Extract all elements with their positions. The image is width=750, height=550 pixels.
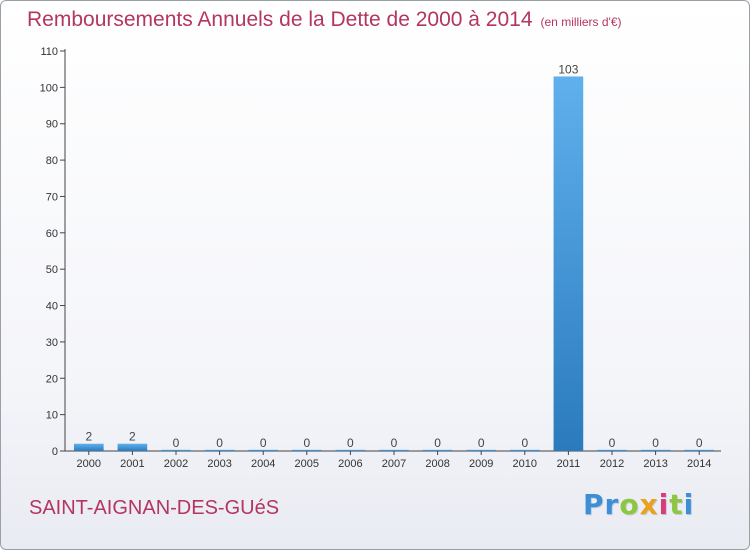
y-tick-label: 90	[46, 119, 58, 131]
y-tick-label: 110	[40, 46, 58, 58]
y-tick-label: 0	[52, 446, 58, 458]
chart-title-text: Remboursements Annuels de la Dette de 20…	[27, 8, 533, 31]
bar-2008	[422, 449, 453, 451]
data-label-2001: 2	[129, 430, 136, 444]
x-tick-label-2004: 2004	[251, 458, 275, 470]
y-tick-label: 80	[46, 155, 58, 167]
bar-2010	[509, 449, 540, 451]
y-ticks: 0 10 20 30 40 50 60 70 80 90 100 110	[40, 46, 65, 458]
data-label-2002: 0	[173, 436, 180, 450]
x-tick-label-2000: 2000	[77, 458, 101, 470]
data-label-2007: 0	[391, 436, 398, 450]
data-label-2003: 0	[216, 436, 223, 450]
x-tick-label-2005: 2005	[295, 458, 319, 470]
x-tick-label-2006: 2006	[338, 458, 362, 470]
y-tick-label: 70	[46, 191, 58, 203]
bar-2014	[684, 449, 715, 451]
logo-letter-1: r	[604, 488, 620, 521]
logo-letter-5: t	[669, 488, 684, 521]
bar-2011	[553, 76, 584, 452]
bar-2012	[597, 449, 627, 451]
data-label-2009: 0	[478, 436, 485, 450]
bar-2005	[291, 449, 322, 451]
bar-2004	[248, 449, 279, 451]
x-tick-label-2009: 2009	[469, 458, 493, 470]
y-tick-label: 10	[46, 410, 58, 422]
data-label-2012: 0	[609, 436, 616, 450]
x-tick-label-2001: 2001	[120, 458, 144, 470]
y-tick-label: 20	[46, 373, 58, 385]
x-tick-label-2007: 2007	[382, 458, 406, 470]
y-tick-label: 40	[46, 301, 58, 313]
data-label-2005: 0	[303, 436, 310, 450]
x-tick-label-2013: 2013	[643, 458, 667, 470]
x-tick-label-2003: 2003	[207, 458, 231, 470]
x-tick-label-2002: 2002	[164, 458, 188, 470]
logo-letter-2: o	[619, 488, 640, 521]
bar-2003	[204, 449, 235, 451]
bar-2007	[379, 449, 409, 451]
bar-2000	[73, 443, 104, 451]
data-label-2014: 0	[696, 436, 703, 450]
bar-2006	[335, 449, 366, 451]
x-tick-label-2010: 2010	[513, 458, 537, 470]
bars	[73, 76, 715, 452]
data-labels: 2 2 0 0 0 0 0 0 0 0 0 103 0 0 0	[85, 62, 702, 449]
unit-label: (en milliers d'€)	[540, 15, 622, 29]
x-tick-label-2011: 2011	[557, 458, 581, 470]
bar-2001	[117, 443, 148, 451]
y-tick-label: 100	[40, 82, 58, 94]
y-tick-label: 60	[46, 228, 58, 240]
data-label-2004: 0	[260, 436, 267, 450]
chart-title: Remboursements Annuels de la Dette de 20…	[27, 8, 622, 32]
data-label-2010: 0	[521, 436, 528, 450]
logo-letter-4: i	[658, 488, 670, 521]
bar-2002	[161, 449, 191, 451]
y-tick-label: 30	[46, 337, 58, 349]
x-tick-label-2008: 2008	[425, 458, 449, 470]
x-tick-label-2014: 2014	[687, 458, 711, 470]
logo-letter-6: i	[683, 488, 695, 521]
data-label-2011: 103	[558, 62, 578, 76]
data-label-2013: 0	[652, 436, 659, 450]
x-tick-labels: 2000 2001 2002 2003 2004 2005 2006 2007 2008 2009…	[77, 451, 711, 470]
data-label-2008: 0	[434, 436, 441, 450]
y-tick-label: 50	[46, 264, 58, 276]
logo-letter-3: x	[639, 488, 659, 521]
axes	[64, 49, 721, 452]
data-label-2006: 0	[347, 436, 354, 450]
data-label-2000: 2	[85, 430, 92, 444]
x-tick-label-2012: 2012	[600, 458, 624, 470]
commune-name: SAINT-AIGNAN-DES-GUéS	[29, 497, 280, 519]
logo-letter-0: P	[583, 488, 605, 521]
proxiti-logo: Proxiti	[583, 488, 694, 521]
bar-2009	[466, 449, 497, 451]
bar-2013	[640, 449, 671, 451]
